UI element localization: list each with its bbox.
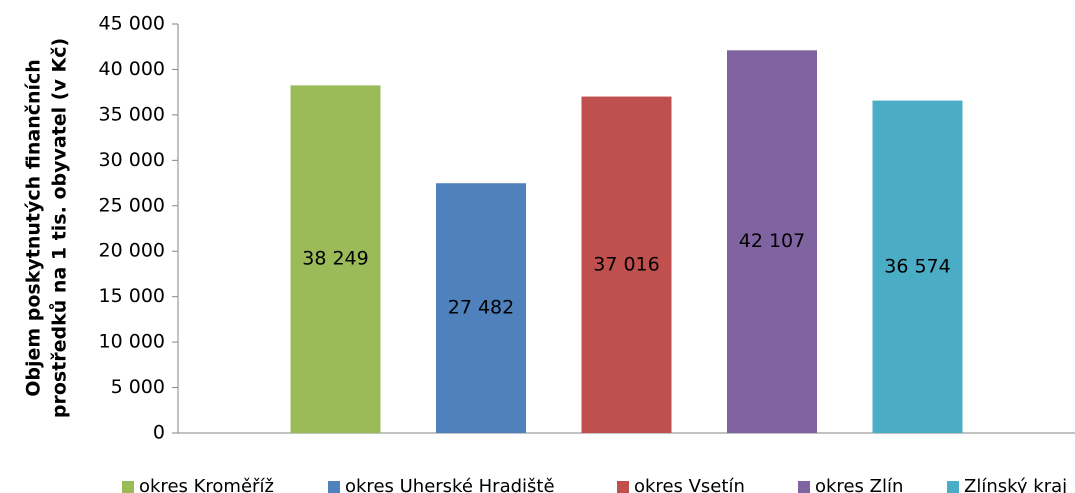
data-label: 36 574 bbox=[884, 255, 950, 277]
y-tick-label: 30 000 bbox=[99, 149, 165, 171]
y-axis-title: prostředků na 1 tis. obyvatel (v Kč) bbox=[48, 38, 71, 418]
y-tick-label: 10 000 bbox=[99, 331, 165, 353]
legend-swatch bbox=[947, 481, 959, 493]
y-tick-label: 15 000 bbox=[99, 285, 165, 307]
bar bbox=[727, 50, 817, 433]
legend-label: okres Vsetín bbox=[634, 476, 745, 493]
bar bbox=[872, 100, 963, 433]
legend-label: okres Kroměříž bbox=[139, 476, 274, 493]
y-tick-label: 25 000 bbox=[99, 194, 165, 216]
data-label: 27 482 bbox=[448, 297, 514, 319]
legend-label: Zlínský kraj bbox=[964, 476, 1067, 493]
legend-swatch bbox=[122, 481, 134, 493]
legend-swatch bbox=[328, 481, 340, 493]
y-tick-label: 35 000 bbox=[99, 103, 165, 125]
bar bbox=[436, 183, 526, 433]
data-label: 37 016 bbox=[593, 253, 659, 275]
data-label: 38 249 bbox=[302, 248, 368, 270]
y-axis-title: Objem poskytnutých finančních bbox=[23, 59, 45, 397]
bar bbox=[290, 85, 381, 434]
data-label: 42 107 bbox=[739, 230, 805, 252]
y-tick-label: 20 000 bbox=[99, 240, 165, 262]
bar bbox=[581, 96, 672, 434]
legend-label: okres Zlín bbox=[815, 476, 903, 493]
legend-label: okres Uherské Hradiště bbox=[345, 476, 555, 493]
y-tick-label: 40 000 bbox=[99, 58, 165, 80]
y-tick-label: 45 000 bbox=[99, 13, 165, 35]
legend-swatch bbox=[798, 481, 810, 493]
legend-swatch bbox=[617, 481, 629, 493]
y-tick-label: 0 bbox=[153, 422, 165, 444]
y-tick-label: 5 000 bbox=[111, 376, 165, 398]
